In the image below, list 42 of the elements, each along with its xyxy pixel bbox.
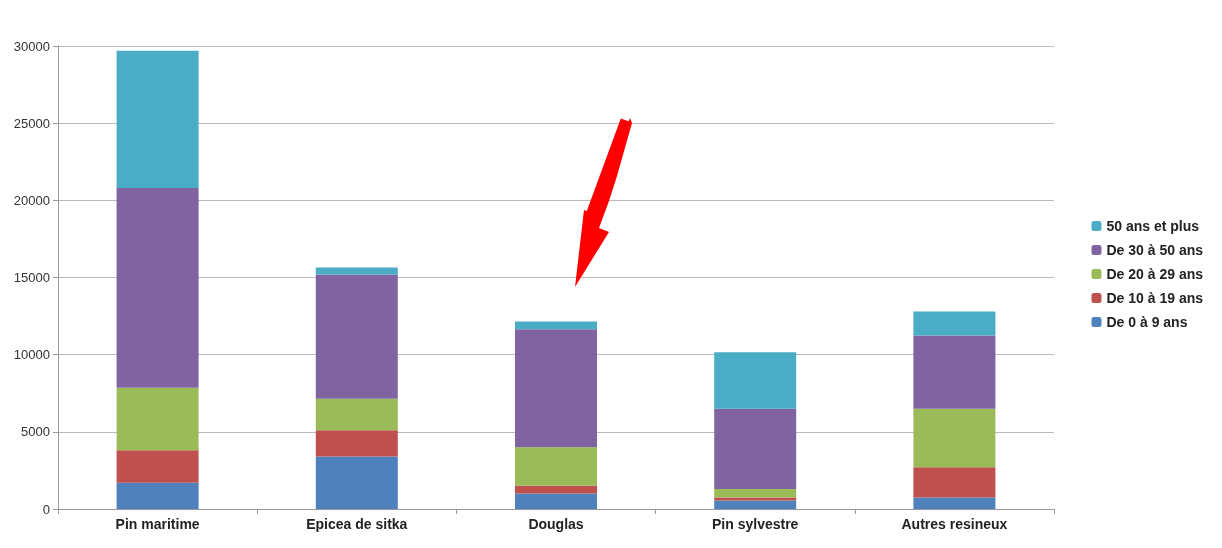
bar xyxy=(315,398,398,431)
bar xyxy=(315,430,398,457)
bar xyxy=(913,497,996,509)
bar xyxy=(515,447,597,486)
bar xyxy=(913,408,996,468)
bar xyxy=(714,352,797,409)
bar xyxy=(714,488,797,498)
legend-label: 50 ans et plus xyxy=(1106,218,1200,234)
x-tick-label: Pin maritime xyxy=(115,516,200,532)
y-tick-label: 10000 xyxy=(13,347,50,363)
y-tick-label: 25000 xyxy=(13,115,50,131)
bar xyxy=(913,467,996,498)
bar xyxy=(515,493,597,509)
bar xyxy=(913,311,996,336)
bar xyxy=(515,485,597,494)
y-tick-label: 20000 xyxy=(13,192,50,208)
bar xyxy=(116,50,199,188)
x-tick-label: Douglas xyxy=(528,516,584,532)
bar xyxy=(116,450,199,483)
y-tick-label: 5000 xyxy=(21,424,50,440)
bar xyxy=(116,387,199,451)
bar xyxy=(515,321,597,330)
y-tick-label: 0 xyxy=(42,501,50,517)
x-tick-label: Autres resineux xyxy=(901,516,1008,532)
x-tick-label: Pin sylvestre xyxy=(712,516,799,532)
legend-label: De 0 à 9 ans xyxy=(1106,314,1188,330)
bar xyxy=(714,408,797,489)
bar xyxy=(315,274,398,399)
bar xyxy=(515,329,597,448)
legend-label: De 10 à 19 ans xyxy=(1106,290,1204,306)
y-tick-label: 15000 xyxy=(13,270,50,285)
y-tick-label: 30000 xyxy=(13,38,50,54)
bar xyxy=(714,497,797,501)
bar xyxy=(315,267,398,275)
bar xyxy=(116,482,199,509)
x-tick-label: Epicea de sitka xyxy=(306,516,408,532)
bar xyxy=(913,335,996,409)
legend-label: De 20 à 29 ans xyxy=(1106,266,1204,282)
bar xyxy=(714,500,797,509)
bar xyxy=(116,187,199,388)
legend-label: De 30 à 50 ans xyxy=(1106,242,1204,258)
bar xyxy=(315,456,398,509)
